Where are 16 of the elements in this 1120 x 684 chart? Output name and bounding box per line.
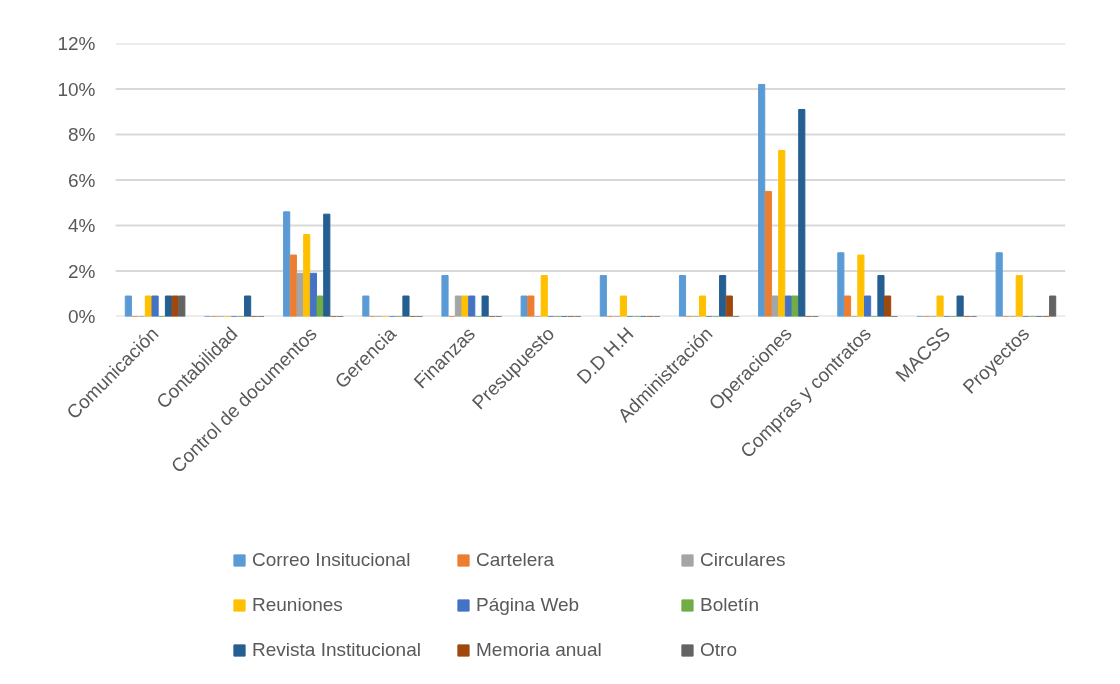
y-tick-label: 2%	[68, 260, 96, 282]
legend-label: Página Web	[476, 593, 581, 617]
legend-label: Reuniones	[252, 593, 344, 617]
y-tick-label: 0%	[68, 306, 96, 327]
y-tick-label: 12%	[57, 33, 96, 54]
legend-label: Memoria anual	[476, 638, 603, 662]
y-tick-label: 6%	[68, 169, 96, 191]
y-tick-label: 4%	[68, 215, 96, 236]
legend-label: Boletín	[700, 593, 761, 617]
legend-label: Cartelera	[476, 548, 556, 572]
legend-label: Otro	[700, 638, 738, 662]
y-tick-label: 10%	[57, 78, 96, 100]
legend-label: Circulares	[700, 548, 787, 572]
legend-label: Revista Institucional	[252, 638, 422, 662]
legend-label: Correo Insitucional	[252, 548, 412, 572]
y-tick-label: 8%	[68, 124, 96, 145]
